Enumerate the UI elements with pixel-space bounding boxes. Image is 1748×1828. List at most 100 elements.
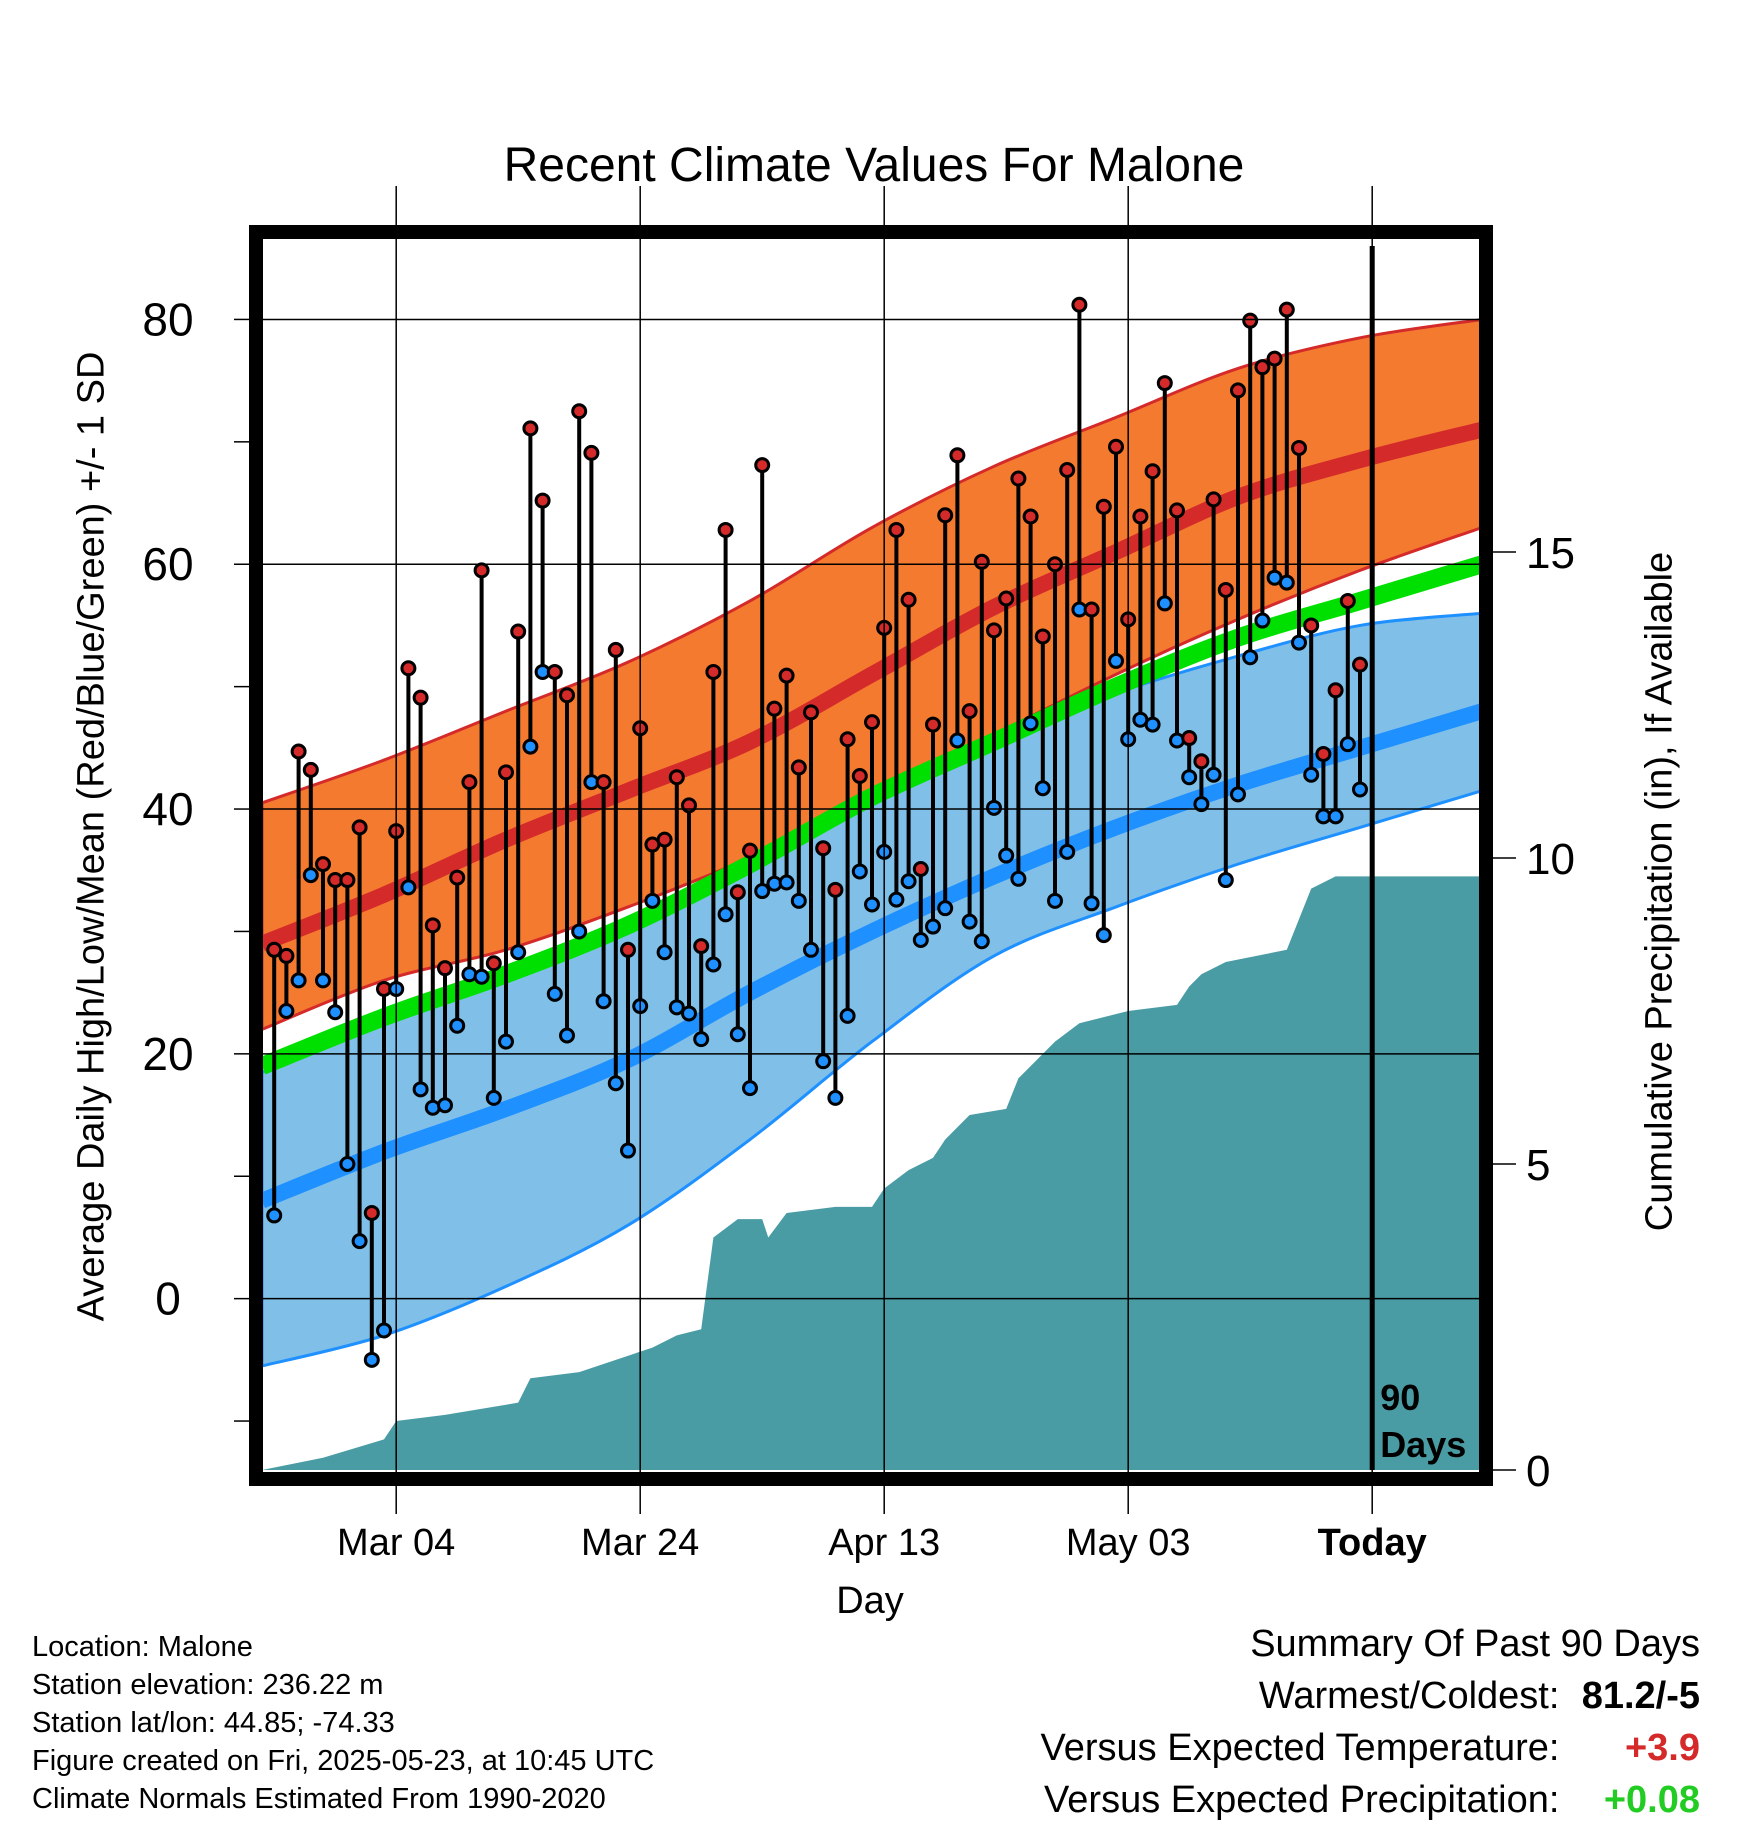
daily-high-point [851, 767, 868, 784]
daily-low-point [437, 1097, 453, 1114]
daily-low-point [1181, 769, 1198, 786]
daily-high-point [1010, 470, 1027, 487]
daily-high-point [1278, 301, 1295, 318]
daily-low-point [449, 1017, 466, 1034]
daily-low-point [864, 896, 880, 913]
daily-high-point [1034, 628, 1051, 645]
daily-high-point [766, 700, 783, 717]
daily-high-point [1291, 439, 1307, 456]
plot-area [262, 296, 1482, 1470]
x-tick-label: May 03 [1066, 1522, 1191, 1564]
daily-low-point [925, 918, 941, 935]
normal-low-line [262, 703, 1482, 1209]
daily-high-point [1083, 601, 1100, 618]
daily-high-point [803, 704, 819, 721]
daily-high-point [827, 881, 844, 898]
info-elevation: Station elevation: 236.22 m [32, 1669, 384, 1701]
daily-high-point [437, 960, 453, 977]
daily-high-point [534, 492, 551, 509]
daily-high-point [1254, 359, 1271, 376]
daily-low-point [595, 993, 612, 1010]
daily-high-point [1132, 508, 1149, 525]
y-tick-label: 0 [155, 1273, 181, 1325]
daily-low-point [729, 1026, 746, 1043]
daily-high-point [864, 714, 880, 731]
x-axis-label: Day [836, 1580, 904, 1622]
daily-high-point [1181, 730, 1198, 747]
summary-temp-row: Versus Expected Temperature: +3.9 [1041, 1722, 1700, 1774]
daily-low-point [546, 985, 563, 1002]
daily-low-point [1010, 870, 1027, 887]
daily-high-point [1242, 312, 1259, 329]
daily-low-point [1108, 652, 1124, 669]
daily-high-point [363, 1204, 380, 1221]
daily-high-point [937, 507, 954, 524]
daily-high-point [1059, 461, 1076, 478]
daily-low-point [815, 1053, 832, 1070]
y-tick-label: 40 [142, 783, 193, 835]
daily-high-point [705, 663, 722, 680]
daily-low-point [961, 913, 978, 930]
daily-low-point [1217, 872, 1234, 889]
daily-high-point [668, 769, 685, 786]
y-axis-label: Average Daily High/Low/Mean (Red/Blue/Gr… [70, 351, 113, 1322]
daily-high-point [1193, 753, 1210, 770]
daily-low-point [668, 999, 685, 1016]
precip-anomaly-label: Versus Expected Precipitation: [1044, 1779, 1560, 1821]
x-tick-label: Today [1318, 1522, 1427, 1564]
daily-high-point [546, 663, 563, 680]
daily-high-point [607, 641, 624, 658]
daily-low-point [559, 1027, 575, 1044]
daily-high-point [424, 917, 441, 934]
plot-frame [249, 225, 1493, 1486]
daily-high-point [912, 861, 929, 878]
temp-anomaly-value: +3.9 [1624, 1727, 1700, 1769]
daily-high-point [729, 884, 746, 901]
daily-high-point [681, 797, 697, 814]
daily-high-point [888, 521, 905, 538]
summary-title: Summary Of Past 90 Days [1250, 1623, 1700, 1665]
y-tick-label: 60 [142, 538, 193, 590]
info-created: Figure created on Fri, 2025-05-23, at 10… [32, 1745, 655, 1777]
daily-low-point [1144, 716, 1161, 733]
y2-axis-label: Cumulative Precipitation (in), If Availa… [1638, 551, 1681, 1232]
daily-high-point [461, 774, 478, 791]
daily-low-point [1083, 895, 1100, 912]
y-tick-label: 20 [142, 1028, 193, 1080]
info-location: Location: Malone [32, 1631, 253, 1663]
daily-high-point [315, 856, 331, 873]
daily-high-point [339, 872, 356, 889]
daily-low-point [1327, 808, 1344, 825]
daily-low-point [302, 867, 319, 884]
daily-high-point [949, 447, 966, 464]
daily-low-point [1242, 649, 1259, 666]
daily-high-point [1217, 581, 1234, 598]
daily-low-point [498, 1033, 514, 1050]
x-tick-label: Mar 24 [581, 1522, 699, 1564]
daily-low-point [900, 873, 917, 890]
daily-low-point [607, 1075, 624, 1092]
precip-area [262, 876, 1482, 1470]
daily-low-point [717, 906, 734, 923]
info-normals: Climate Normals Estimated From 1990-2020 [32, 1783, 606, 1815]
daily-high-point [754, 457, 771, 474]
daily-high-point [278, 947, 295, 964]
daily-high-point [1108, 438, 1124, 455]
summary-panel: Summary Of Past 90 Days Warmest/Coldest:… [1041, 1618, 1700, 1826]
daily-high-point [815, 840, 832, 857]
daily-high-point [1144, 463, 1161, 480]
daily-low-point [290, 972, 307, 989]
daily-low-point [1339, 736, 1356, 753]
daily-low-point [1254, 612, 1271, 629]
daily-low-point [949, 732, 966, 749]
daily-high-point [778, 667, 795, 684]
daily-high-point [1303, 617, 1320, 634]
today-marker-label-number: 90 [1380, 1377, 1420, 1418]
daily-low-point [851, 863, 868, 880]
daily-high-point [473, 562, 490, 579]
daily-high-point [449, 869, 466, 886]
daily-low-point [778, 874, 795, 891]
summary-precip-row: Versus Expected Precipitation: +0.08 [1041, 1774, 1700, 1826]
daily-low-point [888, 891, 905, 908]
